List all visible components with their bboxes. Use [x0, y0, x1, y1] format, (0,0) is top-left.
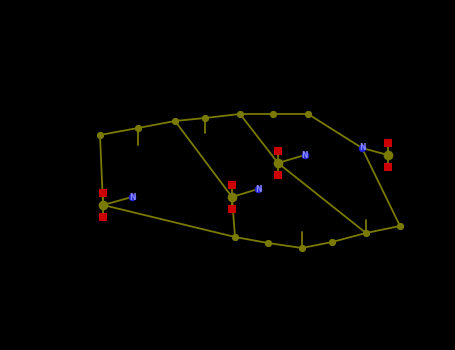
Text: N: N	[255, 184, 261, 194]
Text: N: N	[129, 193, 135, 202]
Text: N: N	[359, 144, 365, 153]
Text: N: N	[302, 150, 308, 160]
